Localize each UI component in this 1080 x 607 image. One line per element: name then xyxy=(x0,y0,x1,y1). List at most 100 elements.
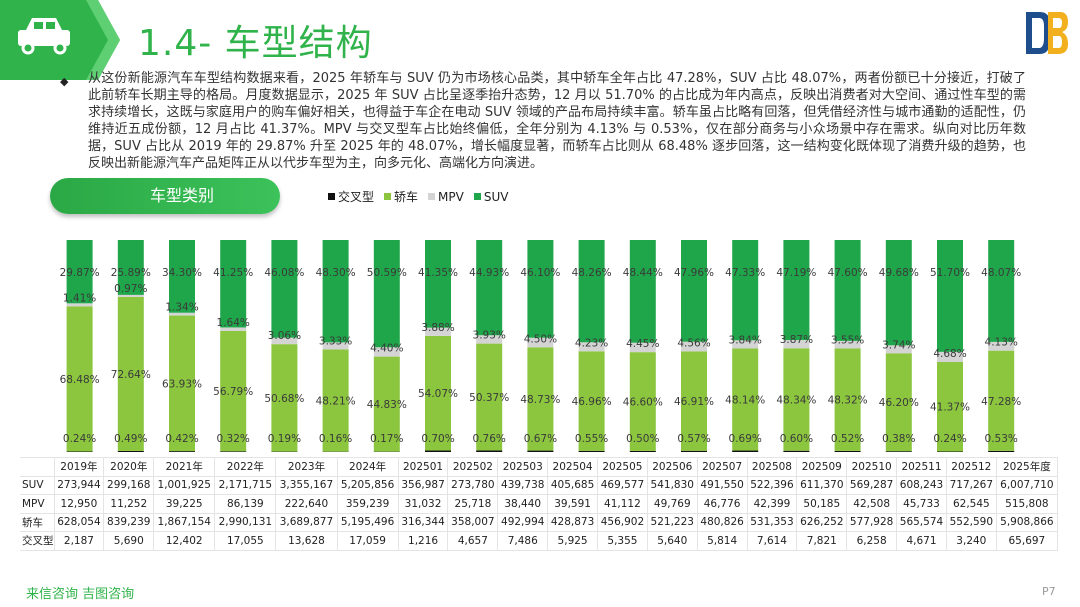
bar-segment xyxy=(220,451,247,452)
table-cell: 5,814 xyxy=(697,531,748,551)
table-row: 交叉型 2,187 5,690 12,402 17,055 13,628 17,059 1,2… xyxy=(20,531,1059,551)
table-cell: 480,826 xyxy=(697,513,748,532)
bar-segment xyxy=(681,450,707,452)
table-cell: 50,185 xyxy=(796,494,848,514)
table-cell: 86,139 xyxy=(214,494,277,514)
bar-segment xyxy=(476,240,503,336)
table-cell: 5,640 xyxy=(647,531,698,551)
bar-segment xyxy=(373,347,400,357)
data-label: 47.28% xyxy=(981,396,1021,408)
data-label: 29.87% xyxy=(60,267,100,279)
table-cell: 1,216 xyxy=(398,531,449,551)
bar-segment xyxy=(937,451,963,452)
table-cell: 7,821 xyxy=(796,531,848,551)
bar-segment xyxy=(783,240,810,341)
x-tick-label: 202504 xyxy=(547,457,598,477)
bar-segment xyxy=(527,337,554,348)
table-cell: 299,168 xyxy=(103,476,155,495)
data-label: 51.70% xyxy=(930,267,970,279)
x-tick-label: 2025年度 xyxy=(996,457,1059,477)
bar-segment xyxy=(117,294,144,297)
data-label: 0.76% xyxy=(473,433,506,445)
data-label: 50.37% xyxy=(469,392,509,404)
data-label: 48.32% xyxy=(828,395,868,407)
data-label: 3.74% xyxy=(882,339,915,351)
data-table: 2019年 2020年 2021年 2022年 2023年 2024年 202501 2025… xyxy=(20,457,1059,551)
table-cell: 273,780 xyxy=(447,476,499,495)
bar-segment xyxy=(476,335,503,344)
row-label: MPV xyxy=(20,494,55,514)
x-tick-label: 202501 xyxy=(398,457,449,477)
table-row: MPV 12,950 11,252 39,225 86,139 222,640 359,23… xyxy=(20,494,1059,514)
data-label: 4.23% xyxy=(575,337,608,349)
data-label: 0.57% xyxy=(677,433,710,445)
page-title: 1.4- 车型结构 xyxy=(138,23,373,64)
data-label: 0.55% xyxy=(575,433,608,445)
table-cell: 515,808 xyxy=(996,494,1059,514)
table-cell: 11,252 xyxy=(103,494,155,514)
legend-label: 轿车 xyxy=(394,190,419,204)
x-tick-label: 202512 xyxy=(946,457,997,477)
data-label: 4.68% xyxy=(933,348,966,360)
table-row: SUV 273,944 299,168 1,001,925 2,171,715 3,355… xyxy=(20,476,1059,495)
data-label: 48.30% xyxy=(316,267,356,279)
bar-segment xyxy=(271,337,298,345)
table-cell: 491,550 xyxy=(697,476,748,495)
x-tick-label: 202510 xyxy=(846,457,898,477)
table-cell: 428,873 xyxy=(547,513,598,532)
row-label: 轿车 xyxy=(20,513,55,532)
table-cell: 45,733 xyxy=(896,494,947,514)
table-cell: 522,396 xyxy=(747,476,798,495)
chart-legend: 交叉型 轿车 MPV SUV xyxy=(328,188,508,205)
data-label: 0.70% xyxy=(421,433,454,445)
data-label: 48.73% xyxy=(520,394,560,406)
table-cell: 65,697 xyxy=(996,531,1059,551)
table-cell: 565,574 xyxy=(896,513,947,532)
table-cell: 469,577 xyxy=(597,476,648,495)
data-label: 46.20% xyxy=(879,397,919,409)
data-label: 4.56% xyxy=(677,337,710,349)
x-tick-label: 202502 xyxy=(447,457,499,477)
x-tick-label: 2023年 xyxy=(275,457,338,477)
legend-label: 交叉型 xyxy=(338,190,375,204)
legend-swatch xyxy=(428,193,436,200)
bar-segment xyxy=(271,240,298,338)
data-label: 3.33% xyxy=(319,336,352,348)
data-label: 44.93% xyxy=(469,267,509,279)
data-label: 47.19% xyxy=(776,267,816,279)
bar-segment xyxy=(578,450,605,452)
table-corner xyxy=(20,457,55,477)
bar-segment xyxy=(117,450,144,452)
bar-segment xyxy=(885,240,912,346)
data-label: 48.44% xyxy=(623,267,663,279)
bar-segment xyxy=(783,450,810,452)
table-cell: 13,628 xyxy=(275,531,338,551)
data-label: 46.60% xyxy=(623,397,663,409)
table-cell: 17,055 xyxy=(214,531,277,551)
data-label: 0.49% xyxy=(114,433,147,445)
table-cell: 6,007,710 xyxy=(996,476,1059,495)
bar-segment xyxy=(527,450,554,452)
bar-segment xyxy=(834,340,861,349)
bar-segment xyxy=(169,312,195,316)
bar-segment xyxy=(425,327,451,336)
data-label: 48.14% xyxy=(725,395,765,407)
table-cell: 222,640 xyxy=(275,494,338,514)
table-cell: 577,928 xyxy=(846,513,898,532)
table-cell: 2,171,715 xyxy=(214,476,277,495)
bar-segment xyxy=(117,240,144,295)
data-label: 0.24% xyxy=(933,433,966,445)
legend-item: 交叉型 xyxy=(328,188,374,205)
table-cell: 5,205,856 xyxy=(337,476,399,495)
x-tick-label: 202509 xyxy=(796,457,848,477)
bar-segment xyxy=(476,450,503,452)
table-cell: 7,486 xyxy=(497,531,549,551)
x-tick-label: 202511 xyxy=(896,457,947,477)
table-cell: 5,925 xyxy=(547,531,598,551)
x-tick-label: 2020年 xyxy=(103,457,155,477)
data-label: 3.84% xyxy=(729,335,762,347)
x-tick-label: 202506 xyxy=(647,457,698,477)
footer-source: 来信咨询 吉图咨询 xyxy=(26,587,135,602)
brand-logo-icon xyxy=(1020,8,1072,60)
bar-segment xyxy=(681,240,707,342)
